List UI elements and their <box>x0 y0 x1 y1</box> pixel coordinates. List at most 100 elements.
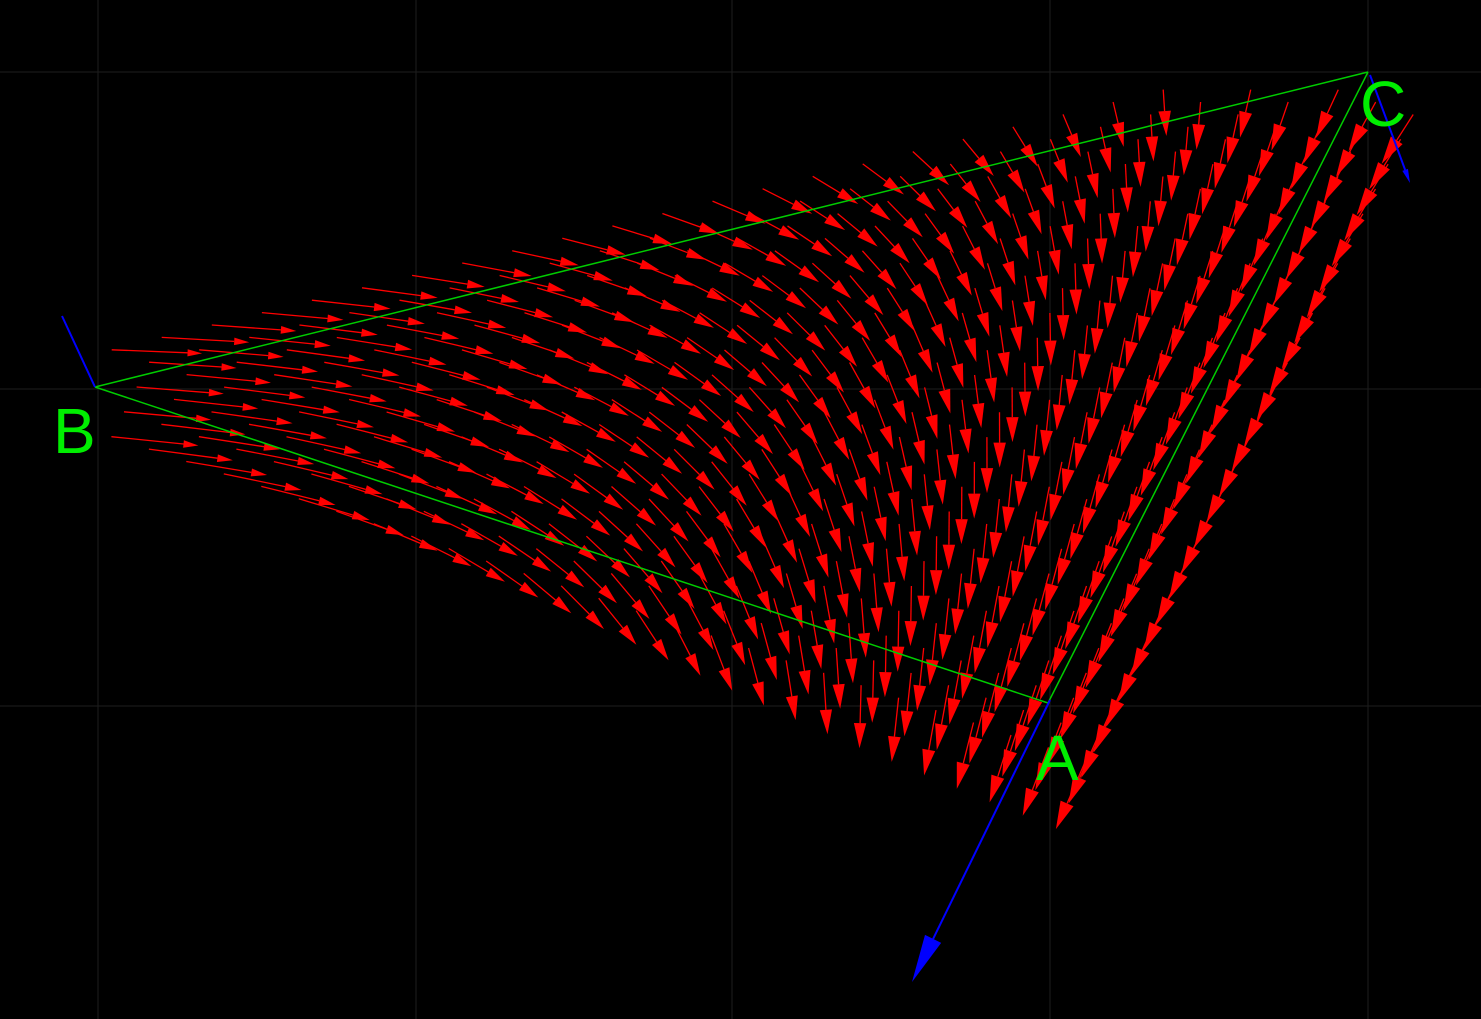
field-arrow <box>1069 263 1082 315</box>
field-arrow <box>1294 287 1326 344</box>
field-arrow <box>1213 139 1227 189</box>
field-arrow <box>921 474 934 531</box>
field-arrow <box>712 200 766 224</box>
field-arrow <box>1090 300 1104 354</box>
field-arrow <box>1120 163 1133 213</box>
field-arrow <box>323 448 396 469</box>
field-arrow <box>648 411 696 448</box>
field-arrow <box>698 573 727 625</box>
field-arrow <box>498 448 557 479</box>
field-arrow <box>1110 573 1138 637</box>
field-arrow <box>1055 759 1087 830</box>
field-arrow <box>861 337 889 383</box>
field-arrow <box>111 436 199 448</box>
field-arrow <box>899 262 928 306</box>
vertex-label-a: A <box>1036 722 1079 794</box>
field-arrow <box>1278 163 1302 215</box>
field-arrow <box>1133 139 1146 187</box>
field-arrow <box>748 473 779 522</box>
field-arrow <box>361 287 438 300</box>
field-arrow <box>1012 126 1038 167</box>
field-arrow <box>635 610 669 661</box>
field-arrow <box>986 263 1003 312</box>
field-arrow <box>660 560 695 609</box>
field-arrow <box>1061 201 1074 250</box>
field-arrow <box>760 622 777 680</box>
field-arrow <box>761 362 800 403</box>
field-arrow <box>785 573 803 629</box>
field-arrow <box>1131 610 1163 676</box>
field-arrow <box>1140 436 1163 496</box>
field-arrow <box>836 473 855 527</box>
field-arrow <box>898 436 913 491</box>
field-arrow <box>598 597 637 645</box>
field-arrow <box>1011 536 1025 597</box>
field-arrow <box>972 374 985 428</box>
field-arrow <box>661 473 702 516</box>
field-arrow <box>685 511 721 558</box>
field-arrow <box>398 473 464 499</box>
field-arrow <box>935 685 950 750</box>
field-arrow <box>1221 201 1239 253</box>
field-arrow <box>1014 449 1028 507</box>
field-arrow <box>747 647 764 706</box>
field-arrow <box>1319 238 1351 292</box>
field-arrow <box>1161 474 1188 535</box>
field-arrow <box>883 548 896 607</box>
field-arrow <box>1056 288 1070 341</box>
field-arrow <box>424 336 494 355</box>
field-arrow <box>661 386 709 422</box>
field-arrow <box>1037 163 1055 209</box>
field-arrow <box>853 685 867 749</box>
vertex-vector-c <box>1369 74 1410 183</box>
field-arrow <box>1228 263 1251 317</box>
field-arrow <box>573 473 624 510</box>
field-arrow <box>636 349 689 380</box>
field-arrow <box>261 398 340 414</box>
field-arrow <box>748 560 772 614</box>
field-arrow <box>849 188 891 221</box>
field-arrow <box>908 499 921 556</box>
field-arrow <box>724 349 767 387</box>
field-arrow <box>1052 374 1066 431</box>
field-arrow <box>623 461 670 500</box>
field-arrow <box>786 312 826 351</box>
field-arrow <box>1141 201 1155 252</box>
field-arrow <box>917 561 930 621</box>
field-arrow <box>248 423 327 440</box>
field-arrow <box>1196 250 1214 304</box>
field-arrow <box>1303 114 1327 164</box>
field-arrow <box>361 374 434 392</box>
field-arrow <box>274 374 353 389</box>
field-arrow <box>1032 573 1050 636</box>
field-arrow <box>1116 250 1129 303</box>
field-arrow <box>1107 188 1121 239</box>
field-arrow <box>1150 263 1164 317</box>
field-arrow <box>860 511 874 567</box>
field-arrow <box>536 287 600 307</box>
field-arrow <box>786 486 811 537</box>
field-arrow <box>835 560 849 618</box>
field-arrow <box>811 349 844 393</box>
field-arrow <box>736 324 780 361</box>
field-arrow <box>648 498 689 542</box>
field-arrow <box>111 349 203 357</box>
field-arrow <box>699 312 748 344</box>
field-arrow <box>987 176 1012 219</box>
field-arrow <box>1211 374 1238 433</box>
field-arrow <box>1057 523 1075 585</box>
field-arrow <box>1031 337 1044 392</box>
field-arrow <box>498 535 552 572</box>
field-arrow <box>448 461 511 489</box>
field-arrow <box>636 436 683 474</box>
field-arrow <box>1002 709 1025 777</box>
field-arrow <box>1040 399 1053 456</box>
field-arrow <box>1158 325 1176 381</box>
field-arrow <box>637 262 694 286</box>
field-arrow <box>399 386 468 406</box>
field-arrow <box>724 262 774 292</box>
field-arrow <box>461 349 528 370</box>
field-arrow <box>947 660 962 725</box>
field-arrow <box>994 647 1012 713</box>
